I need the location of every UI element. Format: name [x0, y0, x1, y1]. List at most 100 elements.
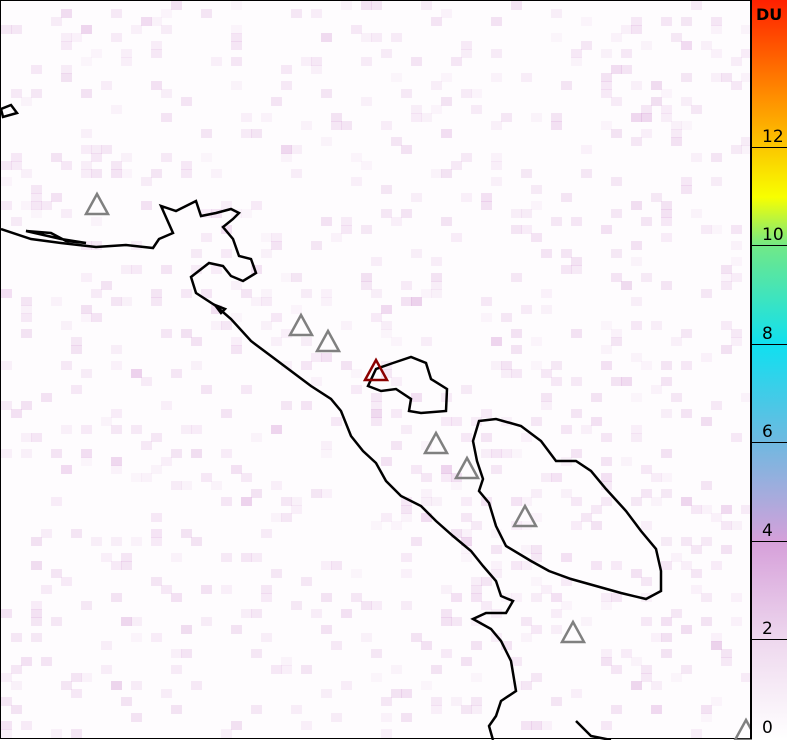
so2-pixel: [241, 609, 252, 618]
so2-pixel: [561, 553, 572, 562]
so2-pixel: [71, 345, 82, 354]
so2-pixel: [531, 673, 542, 682]
so2-pixel: [551, 361, 562, 370]
so2-pixel: [531, 201, 542, 210]
so2-pixel: [661, 233, 672, 242]
so2-pixel: [301, 121, 312, 130]
so2-pixel: [691, 1, 702, 10]
so2-pixel: [681, 497, 692, 506]
so2-pixel: [261, 529, 272, 538]
so2-pixel: [1, 289, 12, 298]
so2-pixel: [411, 393, 422, 402]
so2-pixel: [661, 217, 672, 226]
so2-pixel: [281, 361, 292, 370]
so2-pixel: [61, 681, 72, 690]
so2-pixel: [321, 33, 332, 42]
so2-pixel: [731, 273, 742, 282]
so2-pixel: [321, 33, 332, 42]
so2-pixel: [381, 185, 392, 194]
so2-pixel: [611, 33, 622, 42]
so2-pixel: [321, 689, 332, 698]
so2-pixel: [21, 97, 32, 106]
so2-pixel: [601, 721, 612, 730]
so2-pixel: [481, 297, 492, 306]
so2-pixel: [441, 9, 452, 18]
so2-pixel: [1, 697, 12, 706]
so2-pixel: [631, 681, 642, 690]
so2-pixel: [101, 665, 112, 674]
so2-pixel: [421, 473, 432, 482]
so2-pixel: [221, 201, 232, 210]
so2-pixel: [511, 657, 522, 666]
so2-pixel: [711, 513, 722, 522]
so2-pixel: [291, 505, 302, 514]
so2-pixel: [621, 377, 632, 386]
so2-pixel: [51, 193, 62, 202]
coastline-islet: [0, 103, 20, 119]
so2-pixel: [351, 569, 362, 578]
so2-pixel: [701, 713, 712, 722]
so2-pixel: [511, 593, 522, 602]
so2-pixel: [471, 697, 482, 706]
so2-pixel: [531, 721, 542, 730]
so2-pixel: [401, 601, 412, 610]
so2-pixel: [451, 57, 462, 66]
colorbar-tick: [750, 343, 787, 345]
so2-pixel: [671, 393, 682, 402]
so2-pixel: [301, 361, 312, 370]
so2-pixel: [131, 25, 142, 34]
so2-pixel: [601, 649, 612, 658]
so2-pixel: [221, 553, 232, 562]
so2-pixel: [51, 297, 62, 306]
coastline-islet: [25, 229, 87, 245]
so2-pixel: [181, 169, 192, 178]
so2-pixel: [251, 553, 262, 562]
so2-pixel: [281, 65, 292, 74]
so2-pixel: [731, 329, 742, 338]
so2-pixel: [271, 425, 282, 434]
so2-pixel: [161, 89, 172, 98]
so2-pixel: [601, 49, 612, 58]
so2-pixel: [661, 617, 672, 626]
so2-pixel: [81, 145, 92, 154]
so2-pixel: [361, 1, 372, 10]
so2-pixel: [681, 17, 692, 26]
so2-pixel: [451, 529, 462, 538]
so2-pixel: [231, 313, 242, 322]
so2-pixel: [231, 345, 242, 354]
so2-pixel: [501, 313, 512, 322]
so2-pixel: [701, 537, 712, 546]
so2-pixel: [491, 529, 502, 538]
so2-pixel: [91, 537, 102, 546]
so2-pixel: [551, 113, 562, 122]
active-volcano-marker: [362, 357, 390, 382]
so2-pixel: [81, 57, 92, 66]
so2-pixel: [451, 161, 462, 170]
so2-pixel: [581, 17, 592, 26]
so2-pixel: [601, 121, 612, 130]
so2-pixel: [251, 489, 262, 498]
so2-pixel: [231, 81, 242, 90]
so2-pixel: [651, 633, 662, 642]
so2-pixel: [191, 425, 202, 434]
so2-pixel: [701, 481, 712, 490]
so2-pixel: [241, 209, 252, 218]
so2-pixel: [561, 81, 572, 90]
so2-pixel: [271, 313, 282, 322]
so2-pixel: [731, 145, 742, 154]
so2-pixel: [151, 529, 162, 538]
so2-pixel: [271, 97, 282, 106]
so2-pixel: [251, 433, 262, 442]
colorbar-tick-label: 12: [762, 126, 784, 147]
so2-pixel: [211, 305, 222, 314]
so2-pixel: [81, 449, 92, 458]
so2-pixel: [421, 337, 432, 346]
so2-pixel: [61, 209, 72, 218]
so2-pixel: [301, 401, 312, 410]
so2-pixel: [381, 305, 392, 314]
so2-pixel: [721, 345, 732, 354]
so2-pixel: [701, 417, 712, 426]
so2-pixel: [341, 609, 352, 618]
so2-pixel: [11, 153, 22, 162]
so2-pixel: [281, 145, 292, 154]
